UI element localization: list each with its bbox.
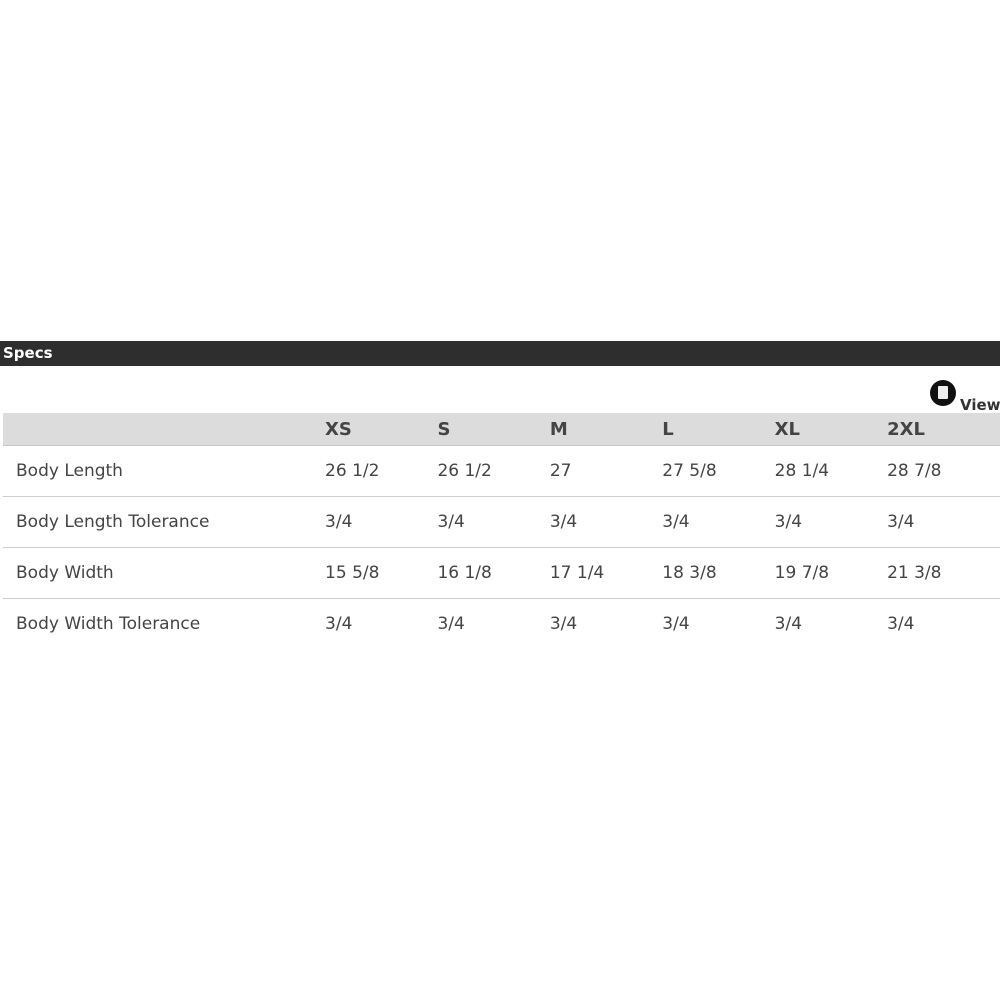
- specs-header: Specs: [0, 341, 1000, 366]
- cell-value: 27: [549, 445, 663, 497]
- table-header-row: XS S M L XL 2XL: [3, 413, 1000, 446]
- cell-value: 3/4: [549, 614, 578, 634]
- cell-value: 3/4: [549, 496, 663, 548]
- table-row: Body Length Tolerance 3/4 3/4 3/4 3/4 3/4 3/4: [3, 496, 1000, 548]
- cell-value: 16 1/8: [437, 547, 550, 599]
- cell-value: 27 5/8: [662, 445, 775, 497]
- cell-value: 18 3/8: [662, 547, 775, 599]
- cell-value: 3/4: [325, 496, 438, 548]
- specs-table: XS S M L XL 2XL Body Length 26 1/2 26 1/2 2…: [3, 413, 1000, 649]
- cell-value: 28 7/8: [887, 445, 1000, 497]
- column-header-s: S: [437, 413, 550, 446]
- cell-value: 3/4: [437, 496, 550, 548]
- cell-value: 3/4: [662, 496, 775, 548]
- column-header-2xl: 2XL: [887, 413, 1000, 446]
- cell-value: 15 5/8: [325, 547, 438, 599]
- cell-value: 21 3/8: [887, 547, 1000, 599]
- column-header-xs: XS: [325, 413, 438, 446]
- column-header: [3, 413, 326, 446]
- cell-value: 19 7/8: [774, 547, 888, 599]
- cell-value: 17 1/4: [549, 547, 663, 599]
- cell-value: 3/4: [887, 496, 1000, 548]
- view-label: View: [960, 396, 1000, 414]
- column-header-l: L: [662, 413, 775, 446]
- table-row: Body Length 26 1/2 26 1/2 27 27 5/8 28 1/4 28 …: [3, 445, 1000, 497]
- row-label: Body Width: [3, 547, 326, 599]
- cell-value: 3/4: [774, 496, 888, 548]
- row-label: Body Length Tolerance: [3, 496, 326, 548]
- table-row: Body Width 15 5/8 16 1/8 17 1/4 18 3/8 19 7/8…: [3, 547, 1000, 599]
- table-row: Body Width Tolerance 3/4 3/4 3/4 3/4 3/4 3/4: [3, 599, 1000, 650]
- view-pdf-link[interactable]: View: [930, 380, 1000, 414]
- cell-value: 26 1/2: [325, 445, 438, 497]
- cell-value: 28 1/4: [774, 445, 888, 497]
- column-header-xl: XL: [774, 413, 888, 446]
- row-label: Body Length: [3, 445, 326, 497]
- cell-value: 3/4: [774, 614, 803, 634]
- cell-value: 3/4: [437, 614, 465, 634]
- row-label: Body Width Tolerance: [16, 614, 201, 634]
- column-header-m: M: [549, 413, 663, 446]
- cell-value: 3/4: [887, 614, 915, 634]
- cell-value: 3/4: [662, 614, 690, 634]
- pdf-icon: [930, 380, 956, 406]
- cell-value: 26 1/2: [437, 445, 550, 497]
- cell-value: 3/4: [325, 614, 353, 634]
